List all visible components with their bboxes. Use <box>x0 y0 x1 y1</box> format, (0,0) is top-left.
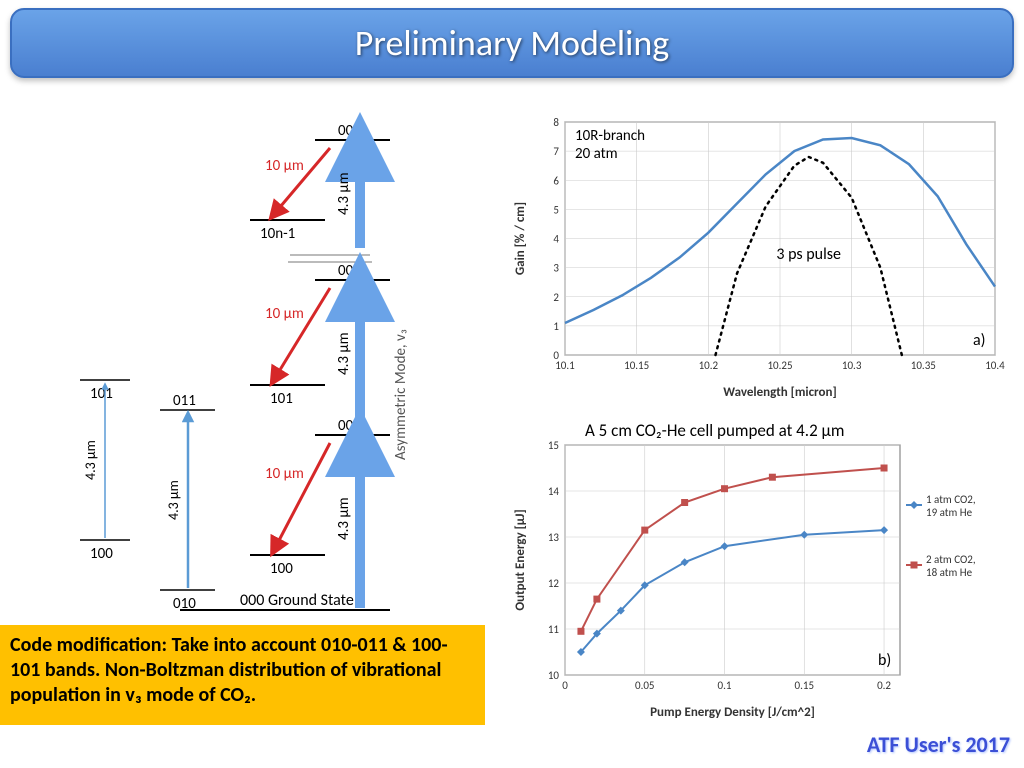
level-00n: 00n <box>338 122 361 140</box>
arrow-10-a: 10 µm <box>265 157 304 175</box>
svg-text:20 atm: 20 atm <box>575 145 618 163</box>
level-10n1: 10n-1 <box>260 225 295 243</box>
svg-text:6: 6 <box>553 174 559 187</box>
left1-arrow: 4.3 µm <box>82 440 99 480</box>
svg-text:2 atm CO2,: 2 atm CO2, <box>926 553 976 566</box>
svg-text:0.15: 0.15 <box>795 679 815 692</box>
svg-text:0.1: 0.1 <box>718 679 732 692</box>
axis-label: Asymmetric Mode, v₃ <box>392 329 410 460</box>
left1-top: 101 <box>90 385 113 403</box>
level-002: 002 <box>338 262 361 280</box>
left1-bot: 100 <box>90 545 113 563</box>
svg-text:1: 1 <box>553 320 559 333</box>
svg-text:0.2: 0.2 <box>877 679 891 692</box>
svg-text:10.4: 10.4 <box>985 359 1005 372</box>
svg-text:Gain [% / cm]: Gain [% / cm] <box>513 202 528 275</box>
svg-text:10.25: 10.25 <box>767 359 792 372</box>
svg-text:11: 11 <box>548 623 560 636</box>
svg-text:10.15: 10.15 <box>624 359 649 372</box>
code-modification-box: Code modification: Take into account 010… <box>0 625 485 725</box>
svg-text:Output Energy [µJ]: Output Energy [µJ] <box>513 509 528 610</box>
svg-text:14: 14 <box>548 485 560 498</box>
svg-text:A 5 cm CO₂-He cell pumped at 4: A 5 cm CO₂-He cell pumped at 4.2 µm <box>585 420 844 441</box>
energy-level-diagram: 000 Ground State 00n 10n-1 002 101 001 1… <box>60 110 460 625</box>
svg-text:0.05: 0.05 <box>635 679 655 692</box>
svg-text:a): a) <box>973 331 986 350</box>
svg-text:10.1: 10.1 <box>555 359 575 372</box>
svg-text:10.3: 10.3 <box>842 359 862 372</box>
left2-top: 011 <box>173 392 196 410</box>
svg-text:2: 2 <box>553 291 559 304</box>
svg-text:3 ps pulse: 3 ps pulse <box>776 245 841 264</box>
page-title: Preliminary Modeling <box>355 21 669 65</box>
arrow-10-c: 10 µm <box>265 465 304 483</box>
code-text: Code modification: Take into account 010… <box>10 633 448 707</box>
chart-a: 01234567810.110.1510.210.2510.310.3510.4… <box>510 110 1010 400</box>
svg-text:Wavelength [micron]: Wavelength [micron] <box>723 385 836 400</box>
svg-text:8: 8 <box>553 116 559 129</box>
svg-text:3: 3 <box>553 262 559 275</box>
svg-text:0: 0 <box>562 679 568 692</box>
svg-text:10.2: 10.2 <box>699 359 719 372</box>
svg-text:12: 12 <box>548 577 560 590</box>
arrow-43-c: 4.3 µm <box>335 172 353 215</box>
level-100: 100 <box>270 560 293 578</box>
svg-text:19 atm He: 19 atm He <box>926 506 973 519</box>
arrow-43-a: 4.3 µm <box>335 497 353 540</box>
svg-text:10.35: 10.35 <box>911 359 936 372</box>
svg-text:1 atm CO2,: 1 atm CO2, <box>926 493 976 506</box>
left2-bot: 010 <box>173 595 196 613</box>
svg-text:10R-branch: 10R-branch <box>575 127 645 145</box>
title-bar: Preliminary Modeling <box>10 8 1014 78</box>
svg-text:7: 7 <box>553 145 559 158</box>
chart-b: A 5 cm CO₂-He cell pumped at 4.2 µm 10 11 1… <box>510 420 1010 720</box>
left2-arrow: 4.3 µm <box>165 480 182 520</box>
svg-text:4: 4 <box>553 233 559 246</box>
level-101: 101 <box>270 390 293 408</box>
svg-text:18 atm He: 18 atm He <box>926 566 973 579</box>
svg-text:10: 10 <box>548 669 560 682</box>
svg-text:Pump Energy Density [J/cm^2]: Pump Energy Density [J/cm^2] <box>650 705 815 720</box>
footer: ATF User's 2017 <box>867 731 1010 758</box>
svg-text:13: 13 <box>548 531 560 544</box>
svg-text:15: 15 <box>548 439 559 452</box>
svg-text:b): b) <box>878 651 891 670</box>
svg-text:5: 5 <box>553 203 559 216</box>
ground-label: 000 Ground State <box>240 591 354 610</box>
arrow-10-b: 10 µm <box>265 305 304 323</box>
arrow-43-b: 4.3 µm <box>335 332 353 375</box>
